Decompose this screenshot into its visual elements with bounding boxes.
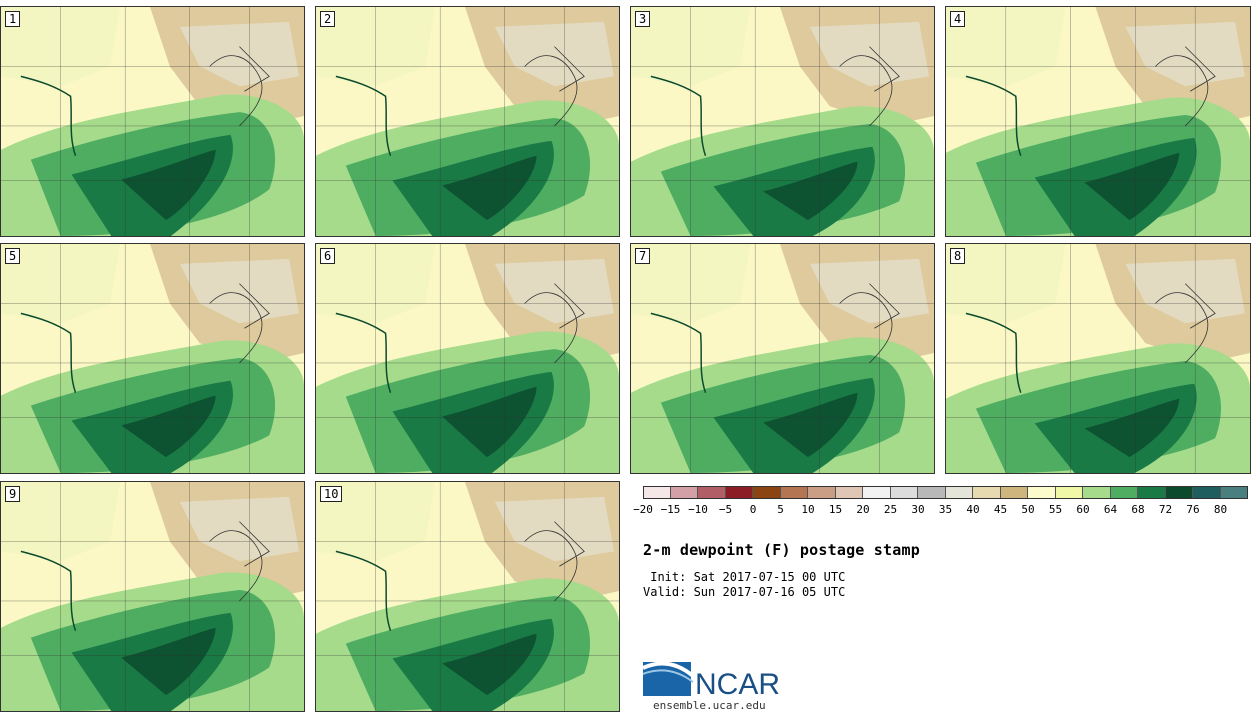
init-time: Init: Sat 2017-07-15 00 UTC [643,570,846,584]
member-number-label: 10 [320,486,343,502]
colorbar-tick-label: 5 [777,503,784,516]
ensemble-member-panel: 1 [0,6,305,237]
ensemble-member-panel: 3 [630,6,935,237]
dewpoint-map [946,244,1250,473]
dewpoint-map [1,482,304,711]
ncar-logo: NCAR [643,661,780,700]
member-number-label: 7 [635,248,651,264]
dewpoint-map [316,7,619,236]
dewpoint-map [316,244,619,473]
colorbar-swatch [1220,486,1248,499]
member-number-label: 1 [5,11,21,27]
ensemble-member-panel: 4 [945,6,1251,237]
colorbar-swatch [1083,486,1111,499]
member-number-label: 2 [320,11,336,27]
member-number-label: 8 [950,248,966,264]
member-number-label: 3 [635,11,651,27]
colorbar-tick-label: 76 [1186,503,1200,516]
colorbar-tick-label: 60 [1076,503,1090,516]
colorbar-tick-label: 45 [993,503,1008,516]
colorbar-swatch [808,486,836,499]
colorbar-tick-label: 0 [749,503,757,516]
colorbar-swatch [1055,486,1083,499]
colorbar-swatch [725,486,753,499]
colorbar-tick-label: 50 [1021,503,1035,516]
colorbar-tick-label: 20 [856,503,870,516]
colorbar-tick-label: 25 [883,503,898,516]
colorbar-tick-label: 35 [938,503,953,516]
colorbar-swatch [1165,486,1193,499]
ensemble-member-panel: 7 [630,243,935,474]
ensemble-member-panel: 5 [0,243,305,474]
colorbar-swatch [1028,486,1056,499]
colorbar-tick-label: 72 [1158,503,1173,516]
colorbar-swatch [835,486,863,499]
colorbar-tick-label: 64 [1103,503,1118,516]
dewpoint-map [631,244,934,473]
colorbar-tick-label: 15 [828,503,843,516]
colorbar-swatch [1110,486,1138,499]
colorbar-swatch [1193,486,1221,499]
ensemble-member-panel: 6 [315,243,620,474]
colorbar-swatch [1138,486,1166,499]
colorbar-tick-label: 80 [1213,503,1228,516]
dewpoint-map [316,482,619,711]
colorbar-tick-label: 68 [1131,503,1145,516]
ensemble-member-panel: 2 [315,6,620,237]
logo-url: ensemble.ucar.edu [653,699,766,712]
colorbar-swatch [643,486,671,499]
colorbar-tick-label: 30 [911,503,925,516]
colorbar-tick-label: 55 [1048,503,1063,516]
colorbar-tick-label: −15 [660,503,681,516]
plot-title: 2-m dewpoint (F) postage stamp [643,541,920,559]
valid-time: Valid: Sun 2017-07-16 05 UTC [643,585,846,599]
colorbar-tick-label: 10 [801,503,815,516]
colorbar-swatch [973,486,1001,499]
colorbar-swatch [698,486,726,499]
colorbar-swatch [945,486,973,499]
dewpoint-map [1,7,304,236]
ensemble-member-panel: 10 [315,481,620,712]
colorbar-tick-label: −20 [633,503,653,516]
colorbar-swatch [1000,486,1028,499]
dewpoint-map [1,244,304,473]
ncar-logo-text: NCAR [695,668,780,700]
colorbar-swatch [670,486,698,499]
colorbar-tick-label: −10 [688,503,708,516]
colorbar-tick-label: −5 [718,503,733,516]
colorbar-tick-label: 40 [966,503,980,516]
member-number-label: 9 [5,486,21,502]
dewpoint-map [946,7,1250,236]
member-number-label: 4 [950,11,966,27]
colorbar-swatch [863,486,891,499]
dewpoint-map [631,7,934,236]
ensemble-member-panel: 8 [945,243,1251,474]
member-number-label: 5 [5,248,21,264]
colorbar-swatch [780,486,808,499]
member-number-label: 6 [320,248,336,264]
colorbar-swatch [890,486,918,499]
colorbar-swatch [753,486,781,499]
ensemble-member-panel: 9 [0,481,305,712]
colorbar-swatch [918,486,946,499]
